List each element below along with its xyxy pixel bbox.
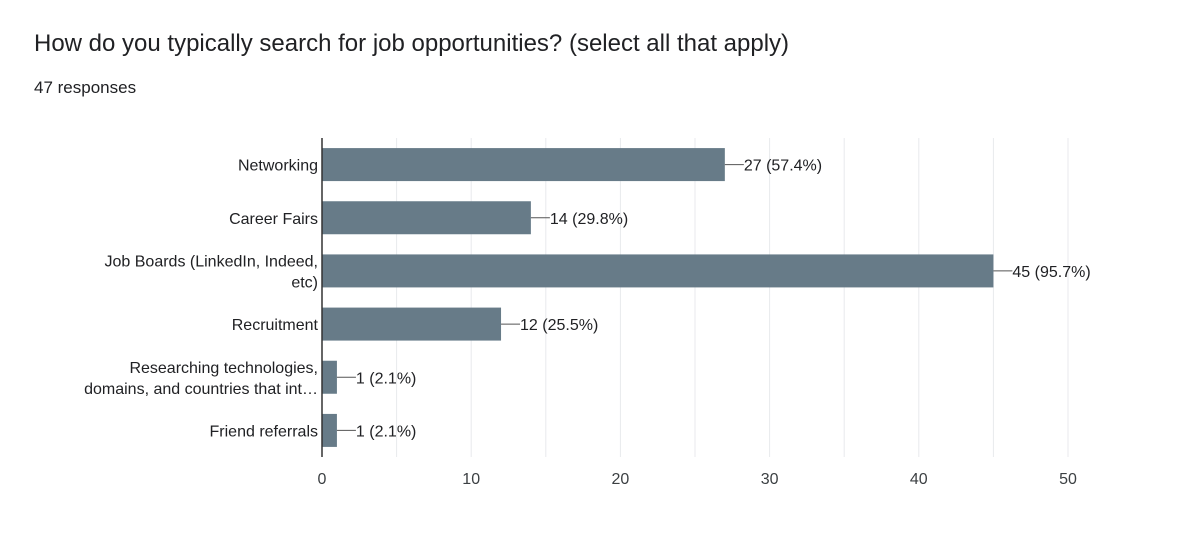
category-label: Career Fairs — [229, 211, 318, 228]
bar — [322, 413, 337, 447]
category-label: Networking — [238, 158, 318, 175]
question-title: How do you typically search for job oppo… — [34, 30, 790, 57]
x-tick-label: 50 — [1059, 471, 1077, 488]
bar — [322, 360, 337, 394]
category-label: Job Boards (LinkedIn, Indeed, — [105, 253, 318, 270]
bar — [322, 201, 531, 235]
category-label: Friend referrals — [210, 423, 318, 440]
x-tick-label: 20 — [612, 471, 630, 488]
data-label: 27 (57.4%) — [744, 158, 822, 175]
x-tick-label: 40 — [910, 471, 928, 488]
response-count: 47 responses — [34, 78, 137, 97]
category-label: Recruitment — [232, 317, 319, 334]
bar — [322, 254, 994, 288]
category-label: domains, and countries that int… — [84, 381, 318, 398]
category-label: etc) — [291, 274, 318, 291]
bar — [322, 148, 725, 182]
data-label: 12 (25.5%) — [520, 317, 598, 334]
data-label: 14 (29.8%) — [550, 211, 628, 228]
bar — [322, 307, 502, 341]
data-label: 45 (95.7%) — [1012, 264, 1090, 281]
x-tick-label: 10 — [462, 471, 480, 488]
data-label: 1 (2.1%) — [356, 370, 416, 387]
x-tick-label: 30 — [761, 471, 779, 488]
data-label: 1 (2.1%) — [356, 423, 416, 440]
category-label: Researching technologies, — [129, 360, 318, 377]
x-tick-label: 0 — [318, 471, 327, 488]
